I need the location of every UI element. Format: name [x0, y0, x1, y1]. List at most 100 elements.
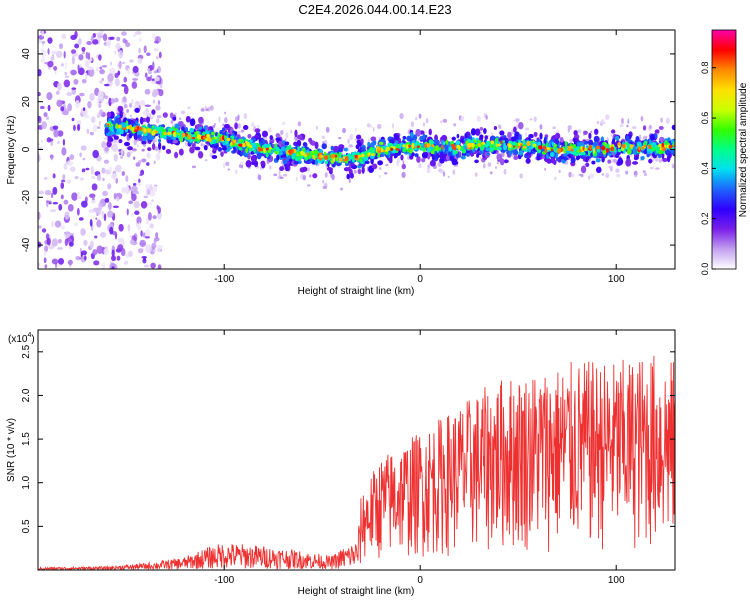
noise-blob	[96, 32, 103, 37]
ridge-blob	[591, 160, 596, 165]
ridge-blob	[253, 160, 259, 168]
ridge-blob	[296, 139, 302, 147]
halo-blob	[227, 168, 231, 171]
ridge-blob	[370, 147, 375, 154]
spectrogram-ytick-label: 0	[21, 146, 32, 152]
noise-blob	[61, 110, 69, 116]
ridge-blob	[415, 128, 421, 137]
noise-blob	[51, 238, 58, 247]
ridge-blob	[502, 144, 508, 151]
noise-blob	[146, 152, 151, 159]
noise-blob	[57, 257, 65, 265]
noise-blob	[117, 62, 122, 69]
noise-blob	[138, 160, 142, 165]
spectrogram-xtick-label: 0	[417, 274, 423, 285]
ridge-blob	[570, 145, 573, 150]
ridge-blob	[197, 151, 204, 159]
halo-blob	[525, 127, 530, 131]
ridge-blob	[567, 145, 571, 152]
noise-blob	[132, 65, 139, 73]
halo-blob	[268, 127, 272, 133]
noise-blob	[38, 241, 42, 248]
noise-blob	[139, 173, 143, 177]
noise-blob	[62, 174, 66, 180]
snr-ylabel: SNR (10 * v/v)	[6, 418, 17, 482]
ridge-blob	[128, 124, 133, 130]
ridge-blob	[667, 137, 671, 142]
noise-blob	[92, 32, 96, 38]
halo-blob	[496, 161, 499, 165]
ridge-blob	[279, 166, 285, 172]
ridge-blob	[556, 148, 561, 154]
halo-blob	[153, 160, 156, 165]
noise-blob	[133, 200, 140, 209]
noise-blob	[96, 219, 102, 228]
noise-blob	[114, 264, 118, 269]
noise-blob	[145, 244, 152, 253]
noise-blob	[89, 193, 96, 198]
ridge-blob	[408, 144, 412, 148]
colorbar-tick-label: 0.6	[700, 112, 710, 125]
noise-blob	[114, 164, 122, 173]
ridge-blob	[439, 153, 446, 159]
ridge-blob	[294, 156, 299, 162]
noise-blob	[131, 213, 134, 218]
ridge-blob	[583, 130, 588, 135]
ridge-blob	[551, 141, 555, 147]
ridge-blob	[117, 124, 122, 129]
noise-blob	[69, 241, 74, 247]
halo-blob	[278, 175, 283, 178]
noise-blob	[61, 147, 67, 156]
noise-blob	[52, 125, 59, 130]
noise-blob	[82, 157, 86, 161]
ridge-blob	[314, 141, 319, 150]
ridge-blob	[106, 123, 110, 127]
noise-blob	[75, 256, 81, 261]
noise-blob	[114, 72, 119, 79]
ridge-blob	[275, 137, 281, 142]
ridge-blob	[116, 114, 120, 119]
halo-blob	[240, 161, 243, 166]
ridge-blob	[661, 146, 664, 150]
halo-blob	[525, 131, 527, 137]
halo-blob	[533, 116, 537, 122]
halo-blob	[482, 163, 486, 169]
ridge-blob	[146, 128, 152, 133]
noise-blob	[136, 216, 142, 225]
noise-blob	[155, 104, 161, 111]
ridge-blob	[167, 131, 172, 136]
ridge-blob	[314, 158, 319, 166]
halo-blob	[218, 116, 221, 123]
ridge-blob	[122, 127, 127, 130]
noise-blob	[138, 221, 141, 230]
ridge-blob	[198, 116, 204, 124]
noise-blob	[141, 158, 147, 163]
ridge-blob	[643, 148, 648, 155]
ridge-blob	[344, 156, 349, 161]
noise-blob	[60, 225, 66, 230]
noise-blob	[47, 48, 50, 55]
noise-blob	[107, 201, 112, 211]
noise-blob	[54, 220, 62, 228]
ridge-blob	[633, 155, 639, 160]
ridge-blob	[643, 144, 647, 148]
ridge-blob	[261, 130, 269, 138]
noise-blob	[153, 249, 156, 253]
noise-blob	[89, 92, 95, 101]
noise-blob	[38, 225, 42, 229]
noise-blob	[57, 140, 60, 145]
ridge-blob	[238, 143, 243, 147]
ridge-blob	[593, 148, 596, 154]
snr-ytick-label: 2.0	[21, 388, 32, 402]
noise-blob	[155, 56, 159, 60]
ridge-blob	[411, 142, 415, 149]
halo-blob	[280, 130, 284, 135]
ridge-blob	[625, 158, 632, 167]
halo-blob	[475, 172, 478, 177]
noise-blob	[65, 61, 68, 70]
halo-blob	[104, 137, 107, 140]
ridge-blob	[635, 135, 640, 143]
noise-blob	[44, 189, 52, 196]
noise-blob	[79, 152, 82, 157]
ridge-blob	[493, 126, 498, 130]
